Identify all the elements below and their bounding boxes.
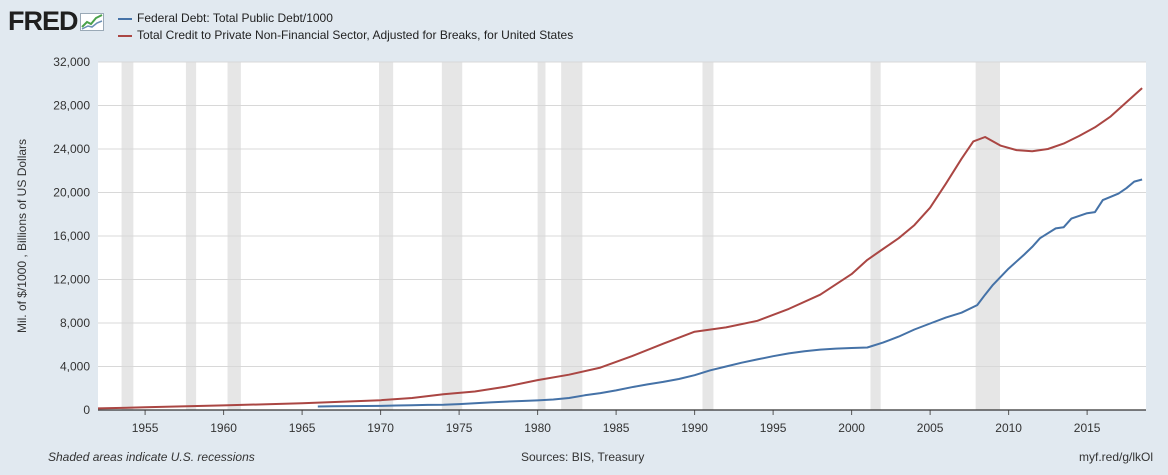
legend-entry-federal-debt[interactable]: Federal Debt: Total Public Debt/1000 [118, 10, 573, 27]
x-tick-label: 1990 [681, 421, 708, 435]
y-tick-label: 24,000 [53, 142, 90, 156]
y-tick-label: 0 [83, 403, 90, 417]
legend-label-federal-debt: Federal Debt: Total Public Debt/1000 [137, 11, 333, 25]
x-tick-label: 2000 [838, 421, 865, 435]
fred-logo-text: FRED [8, 6, 78, 36]
y-axis-label: Mil. of $/1000 , Billions of US Dollars [15, 139, 29, 333]
x-tick-label: 1995 [760, 421, 787, 435]
y-tick-label: 8,000 [60, 316, 90, 330]
x-tick-label: 1965 [289, 421, 316, 435]
x-tick-label: 1960 [210, 421, 237, 435]
chart-legend: Federal Debt: Total Public Debt/1000 Tot… [118, 10, 573, 44]
x-tick-label: 2015 [1074, 421, 1101, 435]
legend-swatch-federal-debt [118, 17, 132, 20]
fred-logo[interactable]: FRED [8, 6, 104, 36]
short-link[interactable]: myf.red/g/lkOl [1078, 450, 1153, 464]
x-tick-label: 1980 [524, 421, 551, 435]
x-tick-label: 2010 [995, 421, 1022, 435]
x-tick-label: 1970 [367, 421, 394, 435]
x-tick-label: 1985 [603, 421, 630, 435]
legend-swatch-private-credit [118, 34, 132, 37]
legend-entry-private-credit[interactable]: Total Credit to Private Non-Financial Se… [118, 27, 573, 44]
x-tick-label: 2005 [917, 421, 944, 435]
series-line-1 [97, 87, 1143, 410]
series-line-0 [317, 178, 1143, 408]
x-tick-label: 1975 [446, 421, 473, 435]
y-tick-label: 28,000 [53, 99, 90, 113]
recession-note: Shaded areas indicate U.S. recessions [48, 450, 255, 464]
legend-label-private-credit: Total Credit to Private Non-Financial Se… [137, 28, 574, 42]
sources-text: Sources: BIS, Treasury [521, 450, 645, 464]
y-tick-label: 20,000 [53, 186, 90, 200]
chart-trend-icon [79, 13, 104, 31]
y-tick-label: 12,000 [53, 273, 90, 287]
y-tick-label: 16,000 [53, 229, 90, 243]
y-tick-label: 4,000 [60, 360, 90, 374]
x-tick-label: 1955 [132, 421, 159, 435]
y-tick-label: 32,000 [53, 55, 90, 69]
